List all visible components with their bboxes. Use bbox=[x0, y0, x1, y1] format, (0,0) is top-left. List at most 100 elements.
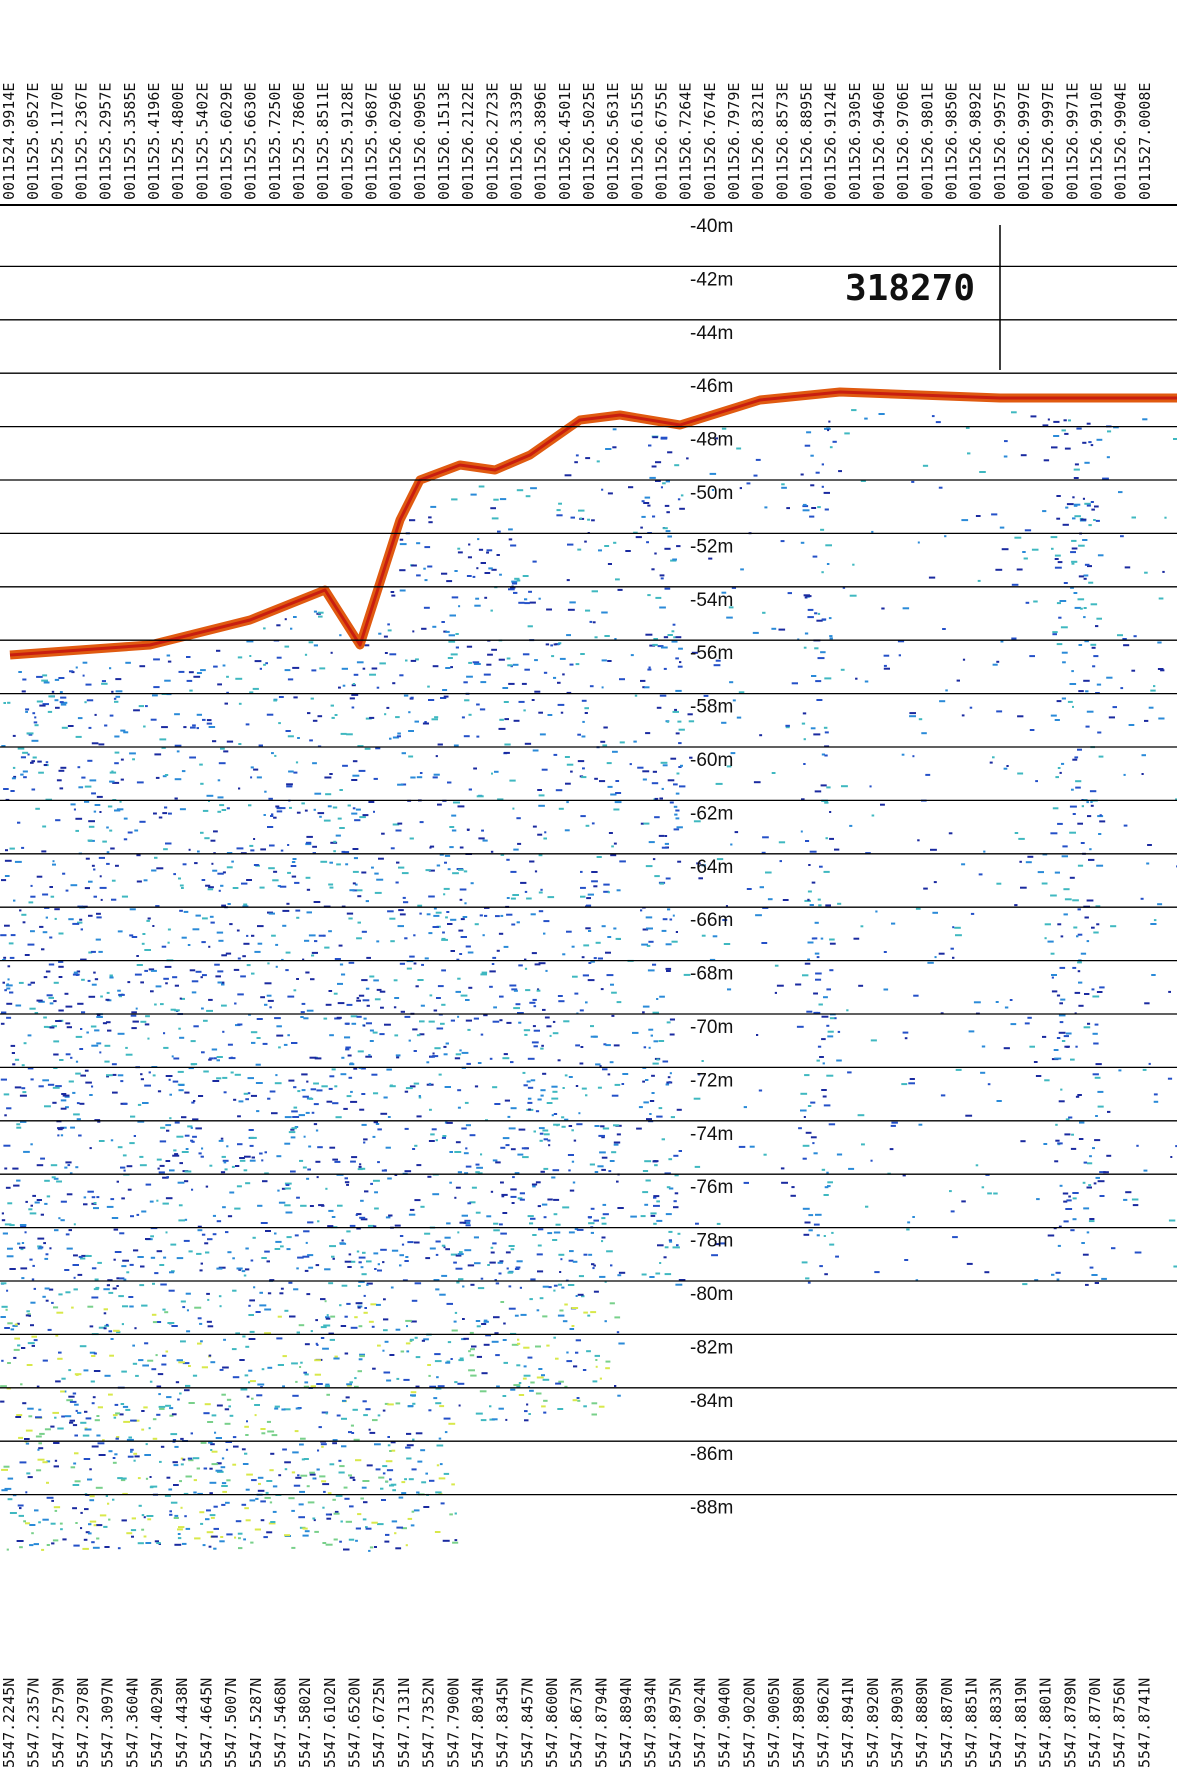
echo-speck bbox=[293, 771, 298, 774]
echo-speck bbox=[117, 930, 123, 933]
echo-speck bbox=[457, 547, 461, 550]
echo-speck bbox=[602, 744, 608, 747]
echo-speck bbox=[163, 977, 169, 980]
echo-speck bbox=[653, 1222, 657, 1225]
echo-speck bbox=[179, 1480, 182, 1483]
depth-label: -64m bbox=[690, 857, 733, 878]
echo-speck bbox=[814, 612, 818, 615]
echo-speck bbox=[30, 1324, 34, 1327]
echo-speck bbox=[346, 1183, 349, 1186]
echo-speck bbox=[159, 1407, 165, 1410]
echo-speck bbox=[505, 1251, 511, 1254]
echo-speck bbox=[652, 643, 658, 646]
echo-speck bbox=[341, 1417, 347, 1420]
top-coordinate: 0011526.9904E bbox=[1112, 83, 1130, 200]
echo-speck bbox=[567, 608, 575, 611]
echo-speck bbox=[352, 774, 360, 777]
echo-speck bbox=[397, 822, 403, 825]
echo-speck bbox=[1033, 600, 1038, 603]
echo-speck bbox=[566, 691, 572, 694]
echo-speck bbox=[416, 776, 423, 779]
echo-speck bbox=[1050, 714, 1057, 717]
echo-speck bbox=[329, 861, 333, 864]
echo-speck bbox=[239, 1159, 246, 1162]
echo-speck bbox=[445, 630, 450, 633]
echo-speck bbox=[252, 687, 259, 690]
echo-speck bbox=[218, 1139, 224, 1142]
echo-speck bbox=[653, 1195, 660, 1198]
echo-speck bbox=[362, 1518, 367, 1521]
echo-speck bbox=[84, 800, 90, 803]
echo-speck bbox=[522, 575, 529, 577]
echo-speck bbox=[293, 696, 298, 699]
echo-speck bbox=[84, 1428, 92, 1431]
echo-speck bbox=[840, 668, 845, 671]
echo-speck bbox=[192, 1374, 198, 1377]
echo-speck bbox=[306, 888, 311, 891]
echo-speck bbox=[642, 778, 647, 781]
echo-speck bbox=[89, 1499, 95, 1502]
echo-speck bbox=[96, 1016, 103, 1018]
echo-speck bbox=[593, 1290, 599, 1293]
echo-speck bbox=[329, 1146, 336, 1149]
echo-speck bbox=[902, 1174, 906, 1177]
echo-speck bbox=[817, 657, 825, 660]
echo-speck bbox=[443, 630, 447, 633]
echo-speck bbox=[57, 1128, 63, 1131]
echo-speck bbox=[537, 1244, 542, 1247]
echo-speck bbox=[602, 1203, 607, 1206]
echo-speck bbox=[824, 508, 829, 511]
echo-speck bbox=[195, 1127, 202, 1130]
echo-speck bbox=[824, 731, 829, 734]
echo-speck bbox=[827, 1181, 833, 1184]
echo-speck bbox=[648, 444, 652, 447]
echo-speck bbox=[384, 1540, 390, 1543]
echo-speck bbox=[89, 1468, 92, 1471]
echo-speck bbox=[602, 1213, 609, 1216]
echo-speck bbox=[716, 858, 724, 861]
echo-speck bbox=[399, 962, 405, 965]
echo-speck bbox=[152, 694, 158, 697]
echo-speck bbox=[284, 618, 287, 621]
depth-label: -72m bbox=[690, 1070, 733, 1091]
echo-speck bbox=[543, 1411, 547, 1414]
echo-speck bbox=[553, 1198, 560, 1201]
echo-speck bbox=[361, 871, 367, 874]
echo-speck bbox=[453, 1261, 457, 1264]
echo-speck bbox=[505, 1144, 510, 1147]
echo-speck bbox=[520, 1313, 527, 1316]
echo-speck bbox=[408, 730, 414, 732]
echo-speck bbox=[227, 1043, 233, 1046]
echo-speck bbox=[450, 653, 458, 656]
echo-speck bbox=[73, 1113, 80, 1116]
echo-speck bbox=[13, 899, 16, 902]
echo-speck bbox=[395, 1547, 402, 1550]
echo-speck bbox=[56, 1311, 64, 1314]
echo-speck bbox=[807, 616, 814, 619]
echo-speck bbox=[593, 957, 597, 960]
echo-speck bbox=[613, 842, 617, 845]
echo-speck bbox=[118, 995, 122, 998]
echo-speck bbox=[1054, 554, 1061, 557]
echo-speck bbox=[335, 834, 341, 837]
echo-speck bbox=[736, 716, 742, 719]
echo-speck bbox=[38, 1447, 44, 1450]
echo-speck bbox=[538, 891, 543, 894]
echo-speck bbox=[593, 1219, 599, 1222]
echo-speck bbox=[643, 1101, 649, 1104]
echo-speck bbox=[345, 863, 349, 866]
echo-speck bbox=[226, 691, 229, 694]
echo-speck bbox=[26, 732, 34, 735]
echo-speck bbox=[463, 1222, 471, 1224]
echo-speck bbox=[613, 541, 617, 544]
echo-speck bbox=[908, 1082, 915, 1085]
echo-speck bbox=[342, 1399, 347, 1402]
echo-speck bbox=[662, 482, 666, 485]
echo-speck bbox=[575, 1044, 580, 1047]
echo-speck bbox=[392, 682, 396, 685]
echo-speck bbox=[374, 1546, 377, 1548]
echo-speck bbox=[441, 937, 446, 940]
echo-speck bbox=[527, 1057, 535, 1060]
echo-speck bbox=[173, 1149, 177, 1152]
